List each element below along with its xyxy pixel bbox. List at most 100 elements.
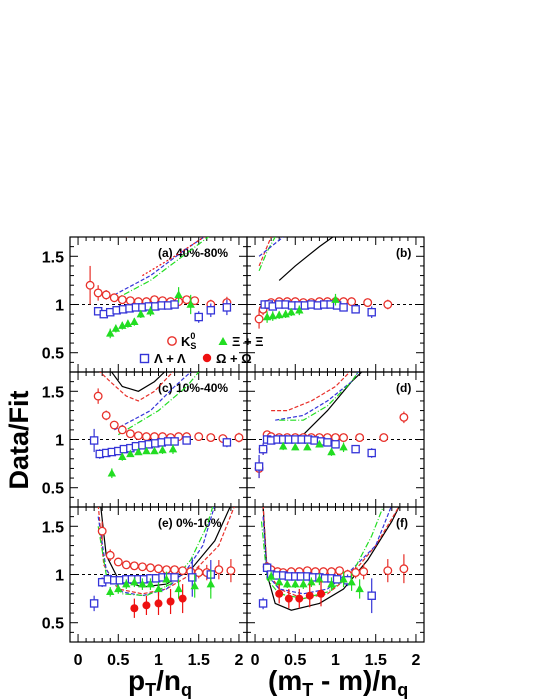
panel-5-omega-point: [295, 594, 304, 603]
panel-3-lambda-point: [254, 462, 264, 471]
panel-5-k0s-point: [383, 566, 393, 576]
panel-5-xi-point: [307, 577, 316, 586]
x-axis-label-right: (mT - m)/nq: [268, 665, 408, 699]
panel-5-xi-point: [299, 579, 308, 588]
panel-1-xi-point: [287, 307, 296, 316]
panel-5-omega-point: [275, 589, 284, 598]
panel-1-lambda-point: [339, 303, 348, 312]
y-axis-label: Data/Fit: [4, 390, 34, 489]
panel-3-lambda-point: [258, 444, 268, 454]
panel-4-xi-point: [190, 581, 199, 590]
panel-5-xi-point: [274, 577, 284, 586]
panel-3-lambda-point: [331, 440, 340, 449]
panel-4-xtick-label: 0: [74, 652, 83, 669]
panel-5-xtick-label: 0.5: [284, 652, 306, 669]
x-axis-label-right-pre: (m: [268, 665, 302, 696]
panel-2-xi-point: [150, 446, 159, 455]
panel-2-lambda-point: [222, 438, 232, 447]
panel-4-xi-point: [114, 584, 123, 593]
panel-2-xi-point: [107, 468, 117, 477]
panel-0-xi-point: [174, 290, 183, 299]
panel-2-k0s-point: [125, 429, 135, 439]
panel-0-fit-curve-3: [142, 237, 206, 277]
panel-3-k0s-point: [379, 433, 389, 443]
panel-4-omega-point: [154, 599, 163, 608]
panel-5-xtick-label: 0: [251, 652, 260, 669]
panel-4-k0s-point: [170, 565, 180, 575]
panel-4-k0s-point: [137, 562, 147, 572]
panel-2-k0s-point: [133, 431, 143, 441]
panel-4-xi-point: [154, 584, 163, 593]
panel-0-label: (a) 40%-80%: [158, 246, 228, 260]
panel-4-ytick-label: 1.5: [42, 519, 64, 536]
panel-5-xi-point: [355, 584, 364, 593]
panel-5-xi-point: [315, 574, 324, 583]
panel-2-xi-point: [142, 446, 151, 455]
panel-2-lambda-point: [182, 436, 191, 445]
panel-5-lambda-point: [367, 591, 376, 600]
panel-2-xi-point: [158, 445, 167, 454]
panel-4-xi-point: [206, 579, 215, 588]
panel-4-k0s-point: [226, 566, 236, 576]
panel-3-xi-point: [339, 442, 348, 451]
panel-2-k0s-point: [194, 432, 204, 442]
panel-5-xtick-label: 1: [331, 652, 340, 669]
panel-5-omega-point: [305, 591, 314, 600]
panel-2-k0s-point: [117, 425, 127, 435]
panel-2-k0s-point: [93, 391, 103, 401]
panel-4-label: (e) 0%-10%: [158, 516, 222, 530]
panel-3-k0s-point: [355, 433, 365, 443]
panel-4-xi-point: [130, 577, 139, 586]
panel-5-xi-point: [283, 579, 292, 588]
panel-4-xtick-label: 0.5: [107, 652, 129, 669]
panel-5-k0s-point: [335, 566, 344, 576]
panel-5-xi-point: [266, 571, 276, 580]
panel-5-fit-curve-0: [262, 507, 400, 611]
panel-0-xi-point: [130, 317, 139, 326]
panel-3-fit-curve-3: [279, 372, 360, 421]
panel-2-k0s-point: [141, 432, 151, 442]
panel-4-xi-point: [162, 574, 171, 583]
panel-4-ytick-label: 0.5: [42, 616, 64, 633]
legend-xi-label: Ξ + Ξ: [232, 334, 264, 349]
panel-4-xi-point: [106, 587, 115, 596]
panel-3-fit-curve-2: [275, 372, 360, 421]
panel-5-xi-point: [327, 579, 336, 588]
legend-xi-marker: [218, 337, 228, 345]
panel-4-xtick-label: 1: [154, 652, 163, 669]
panel-0-k0s-point: [182, 295, 192, 305]
panel-5-fit-curve-3: [260, 507, 384, 600]
panel-0-plot-area: [85, 237, 232, 339]
panel-4-fit-curve-1: [97, 507, 235, 595]
panel-1-k0s-point: [383, 300, 393, 309]
panel-4-k0s-point: [121, 560, 131, 570]
panel-1-fit-curve-0: [278, 237, 334, 281]
panel-4-xtick-label: 1.5: [188, 652, 210, 669]
panel-5-xtick-label: 2: [412, 652, 421, 669]
panel-4-fit-curve-0: [100, 507, 231, 588]
panel-4-omega-point: [142, 601, 151, 610]
x-axis-label-right-mid: - m)/n: [313, 665, 397, 696]
panel-2-ytick-label: 1: [55, 433, 64, 450]
x-axis-label-left-mid: /n: [156, 665, 181, 696]
panel-1-k0s-point: [347, 297, 357, 307]
panel-0-k0s-point: [85, 280, 95, 290]
panel-0-k0s-point: [101, 290, 111, 300]
panel-4-xtick-label: 2: [235, 652, 244, 669]
panel-0-xi-point: [146, 306, 155, 315]
panel-0-lambda-point: [222, 303, 232, 312]
panel-4-lambda-point: [188, 573, 197, 582]
panel-5-k0s-point: [399, 564, 409, 574]
panel-3-k0s-point: [399, 412, 409, 422]
panel-0-k0s-point: [93, 288, 103, 298]
panel-4-lambda-point: [170, 573, 179, 582]
legend-k0s-name: K: [181, 334, 191, 349]
panel-3-k0s-point: [339, 433, 348, 443]
panel-0-xi-point: [136, 309, 145, 318]
panel-2-lambda-point: [170, 437, 179, 446]
panel-5-omega-point: [284, 594, 293, 603]
panel-2-fit-curve-1: [99, 372, 174, 402]
panel-5-plot-area: [258, 507, 409, 614]
panel-2-plot-area: [89, 372, 244, 479]
panel-2-xi-point: [118, 452, 127, 461]
